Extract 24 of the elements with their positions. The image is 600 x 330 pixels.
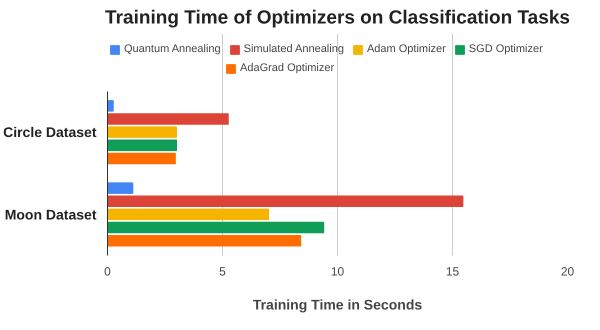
bar <box>108 152 176 164</box>
legend-label: SGD Optimizer <box>468 43 543 55</box>
bar <box>108 182 134 194</box>
x-axis-title: Training Time in Seconds <box>252 296 422 312</box>
bar <box>108 140 177 152</box>
legend-label: Quantum Annealing <box>124 43 221 55</box>
bar <box>108 113 229 125</box>
legend-label: Adam Optimizer <box>366 43 446 55</box>
bar <box>108 100 114 112</box>
x-tick-label: 0 <box>104 264 112 278</box>
x-tick-label: 10 <box>330 264 344 278</box>
chart-title: Training Time of Optimizers on Classification Tasks <box>105 8 570 28</box>
x-tick-label: 20 <box>560 264 574 278</box>
x-tick-label: 5 <box>219 264 226 278</box>
bar <box>108 195 464 207</box>
y-tick-label: Circle Dataset <box>3 124 97 140</box>
bar <box>108 234 302 246</box>
legend-label: Simulated Annealing <box>244 43 344 55</box>
legend-label: AdaGrad Optimizer <box>240 62 334 74</box>
bar <box>108 222 324 234</box>
bar <box>108 208 269 220</box>
y-tick-label: Moon Dataset <box>4 206 97 222</box>
x-tick-label: 15 <box>446 264 460 278</box>
bar <box>108 126 177 138</box>
